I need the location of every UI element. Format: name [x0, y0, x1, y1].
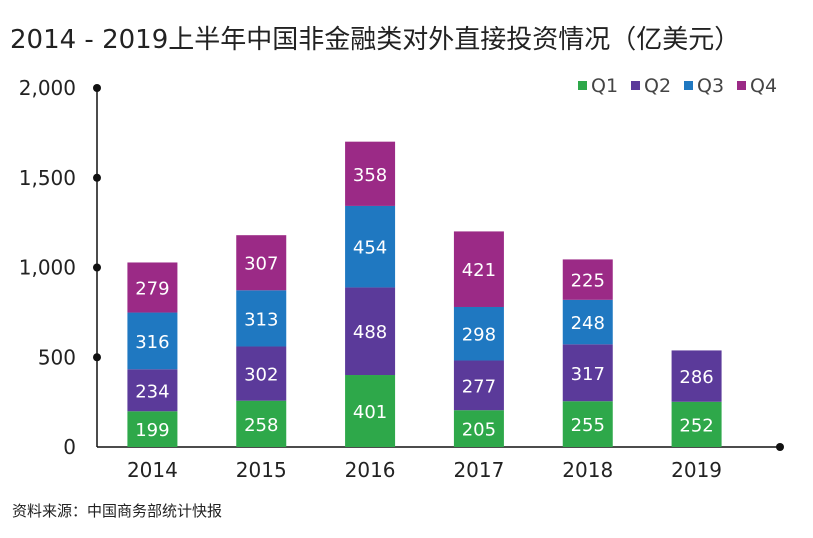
data-label: 488 — [353, 322, 387, 343]
legend-label: Q3 — [697, 75, 724, 97]
data-label: 225 — [571, 271, 605, 292]
bar-segment-q3 — [345, 205, 396, 288]
bar-segment-q2 — [345, 287, 396, 376]
legend-swatch-q4 — [737, 81, 746, 90]
data-label: 199 — [135, 420, 169, 441]
bar-segment-q1 — [671, 401, 722, 447]
bar-segment-q1 — [453, 410, 504, 447]
data-label: 302 — [244, 365, 278, 386]
bar-segment-q1 — [562, 401, 613, 447]
y-tick-label: 0 — [63, 435, 76, 459]
legend-swatch-q3 — [684, 81, 693, 90]
y-tick-label: 2,000 — [19, 76, 76, 100]
x-tick-label: 2018 — [562, 458, 613, 482]
bar-segment-q3 — [453, 306, 504, 361]
data-label: 307 — [244, 254, 278, 275]
bar-segment-q2 — [453, 360, 504, 411]
axes: 0 500 1,000 1,500 2,000 — [19, 76, 784, 459]
bar-segment-q4 — [345, 141, 396, 206]
bar-segment-q3 — [236, 290, 287, 347]
y-tick-label: 1,000 — [19, 256, 76, 280]
bar-segment-q2 — [562, 344, 613, 402]
y-tick-label: 1,500 — [19, 166, 76, 190]
data-label: 313 — [244, 309, 278, 330]
data-label: 258 — [244, 415, 278, 436]
data-label: 248 — [571, 313, 605, 334]
legend-label: Q4 — [750, 75, 777, 97]
legend-label: Q2 — [644, 75, 671, 97]
legend-label: Q1 — [591, 75, 618, 97]
bar-segment-q2 — [236, 346, 287, 401]
data-label: 205 — [462, 420, 496, 441]
legend-swatch-q2 — [631, 81, 640, 90]
data-label: 286 — [679, 367, 713, 388]
data-label: 401 — [353, 402, 387, 423]
bar-segment-q3 — [562, 299, 613, 345]
data-label: 358 — [353, 165, 387, 186]
bar-segment-q4 — [236, 235, 287, 291]
y-tick-label: 500 — [38, 345, 76, 369]
data-label: 421 — [462, 260, 496, 281]
data-label: 454 — [353, 238, 387, 259]
x-tick-label: 2019 — [671, 458, 722, 482]
bar-segment-q4 — [127, 262, 178, 313]
bar-segment-q1 — [345, 375, 396, 447]
data-label: 317 — [571, 364, 605, 385]
x-tick-label: 2017 — [453, 458, 504, 482]
legend-swatch-q1 — [578, 81, 587, 90]
y-tick-dot — [93, 173, 101, 182]
bar-segment-q4 — [453, 231, 504, 307]
data-label: 234 — [135, 381, 169, 402]
data-label: 255 — [571, 415, 605, 436]
source-note: 资料来源：中国商务部统计快报 — [12, 502, 222, 520]
y-tick-dot — [93, 263, 101, 272]
bars: 199 234 316 279 2014 258 302 313 307 2015 401 488 45… — [127, 141, 722, 482]
x-axis-end-dot — [776, 443, 784, 451]
x-tick-label: 2014 — [127, 458, 178, 482]
bar-segment-q4 — [562, 259, 613, 300]
data-label: 279 — [135, 279, 169, 300]
data-label: 316 — [135, 332, 169, 353]
data-label: 277 — [462, 376, 496, 397]
data-label: 252 — [679, 415, 713, 436]
y-tick-dot — [93, 84, 101, 92]
bar-segment-q2 — [671, 350, 722, 402]
chart-title: 2014 - 2019上半年中国非金融类对外直接投资情况（亿美元） — [10, 25, 740, 55]
y-tick-dot — [93, 353, 101, 362]
data-label: 298 — [462, 325, 496, 346]
bar-segment-q1 — [127, 411, 178, 447]
bar-segment-q3 — [127, 312, 178, 370]
x-tick-label: 2016 — [345, 458, 396, 482]
bar-segment-q1 — [236, 400, 287, 447]
x-tick-label: 2015 — [236, 458, 287, 482]
bar-segment-q2 — [127, 369, 178, 412]
legend: Q1 Q2 Q3 Q4 — [578, 75, 777, 97]
